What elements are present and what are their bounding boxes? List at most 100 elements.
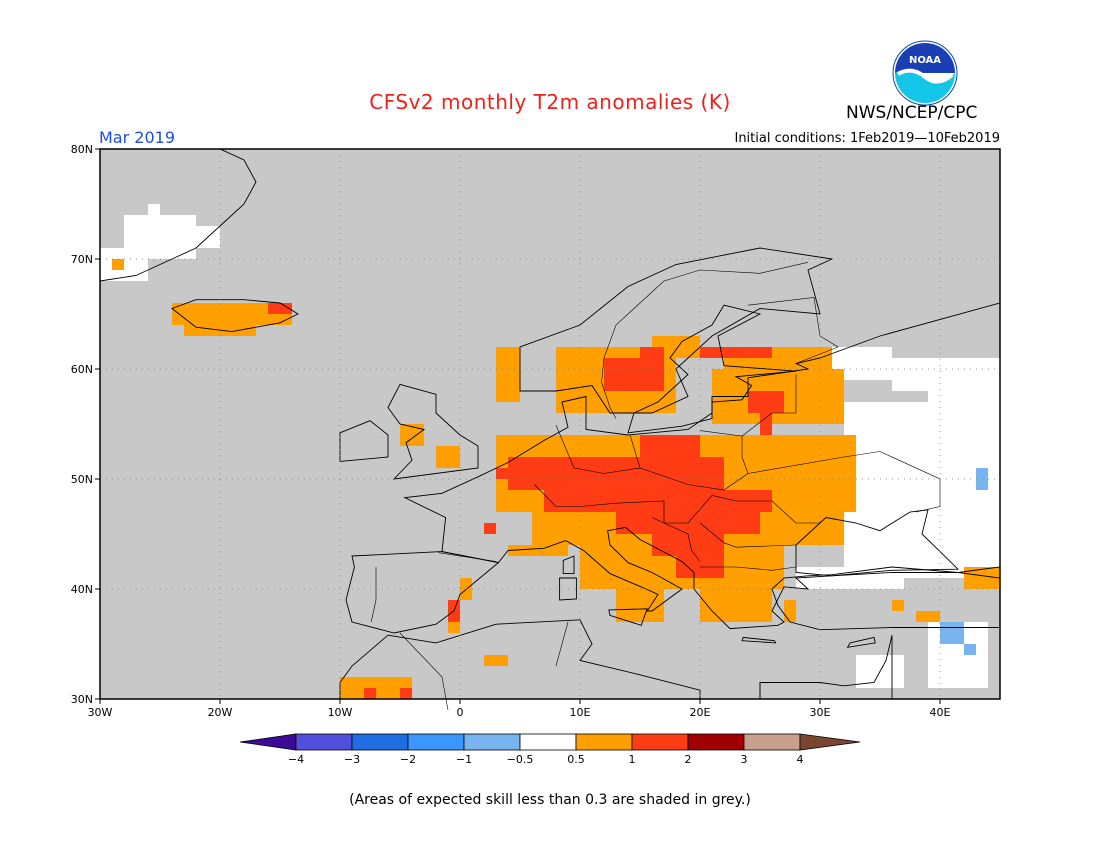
lon-tick-label: 10E [570,706,591,719]
agency-label: NWS/NCEP/CPC [846,103,978,123]
baltic-sea-coastline [627,304,797,434]
strong-anomaly-region [496,468,508,479]
positive-anomaly-region [616,589,664,622]
legend-tick-label: −0.5 [507,753,534,766]
footnote: (Areas of expected skill less than 0.3 a… [349,792,751,808]
neutral-region [844,402,1000,567]
legend-tick-label: 0.5 [567,753,585,766]
neutral-region [148,204,160,237]
positive-anomaly-region [964,567,1000,589]
legend-swatch [575,733,633,751]
positive-anomaly-region [112,259,124,270]
positive-anomaly-region [892,600,904,611]
legend-arrow-right [799,733,861,751]
legend-swatch [687,733,745,751]
lat-tick-label: 50N [71,473,93,486]
strong-anomaly-region [640,435,700,457]
country-border [438,552,497,562]
lat-tick-label: 60N [71,363,93,376]
legend-tick-label: 4 [797,753,804,766]
legend-swatch [351,733,409,751]
lon-tick-label: 10W [328,706,353,719]
lon-tick-label: 0 [457,706,464,719]
neutral-region [796,567,904,589]
legend-tick-label: 2 [685,753,692,766]
logo-text: NOAA [909,55,941,66]
scandinavia-coastline [519,247,834,414]
country-border [741,374,797,437]
lon-tick-label: 20W [208,706,233,719]
map-frame [99,148,1001,700]
sicily-coastline [608,608,648,626]
country-border [651,517,701,562]
country-border [555,424,641,474]
britain-coastline [387,383,479,480]
strong-anomaly-region [748,391,784,413]
month-label: Mar 2019 [99,128,175,147]
positive-anomaly-region [916,611,940,622]
strong-anomaly-region [364,688,376,699]
country-border [699,522,797,548]
strong-anomaly-region [700,347,772,358]
black-sea-coastline [795,509,960,577]
crete-coastline [741,636,777,644]
legend-swatch [519,733,577,751]
strong-anomaly-region [760,413,772,435]
positive-anomaly-region [700,589,772,622]
legend-tick-label: 3 [741,753,748,766]
positive-anomaly-region [496,347,520,402]
negative-anomaly-region [964,644,976,655]
positive-anomaly-region [436,446,460,468]
positive-anomaly-region [400,424,424,446]
lon-tick-label: 30W [88,706,113,719]
country-border [370,567,377,623]
positive-anomaly-region [172,303,292,325]
legend-tick-label: −4 [288,753,304,766]
strong-anomaly-region [604,358,664,391]
country-border [601,262,809,419]
sardinia-coastline [559,577,577,601]
positive-anomaly-region [784,600,796,622]
color-legend: −4 −3 −2 −1 −0.5 0.5 1 2 3 4 [239,733,861,766]
legend-tick-label: −3 [344,753,360,766]
corsica-coastline [562,555,575,575]
legend-swatch [295,733,353,751]
noaa-logo-icon: NOAA [892,40,958,106]
strong-anomaly-region [484,523,496,534]
lon-tick-label: 40E [930,706,951,719]
anomaly-cells [100,204,1000,699]
legend-swatch [631,733,689,751]
country-border [534,484,820,524]
lon-tick-label: 30E [810,706,831,719]
country-border [700,566,797,571]
legend-tick-label: −2 [400,753,416,766]
legend-tick-label: 1 [629,753,636,766]
negative-anomaly-region [940,622,964,644]
cyprus-coastline [846,636,876,648]
strong-anomaly-region [640,347,664,358]
legend-swatch [463,733,521,751]
strong-anomaly-region [400,688,412,699]
legend-swatch [407,733,465,751]
lat-tick-label: 30N [71,693,93,706]
legend-tick-label: −1 [456,753,472,766]
chart-title: CFSv2 monthly T2m anomalies (K) [369,90,731,114]
positive-anomaly-region [508,545,568,556]
strong-anomaly-region [268,303,292,314]
iceland-coastline [171,299,299,333]
legend-swatch [743,733,801,751]
country-border [555,621,569,667]
lat-tick-label: 70N [71,253,93,266]
lon-tick-label: 20E [690,706,711,719]
gridlines [100,149,1000,699]
strong-anomaly-region [652,534,724,556]
africa-coastline [339,619,701,700]
africa-east-coastline [759,635,893,700]
lat-tick-label: 40N [71,583,93,596]
legend-arrow-left [239,733,297,751]
positive-anomaly-region [484,655,508,666]
country-border [747,451,941,513]
lat-tick-label: 80N [71,143,93,156]
